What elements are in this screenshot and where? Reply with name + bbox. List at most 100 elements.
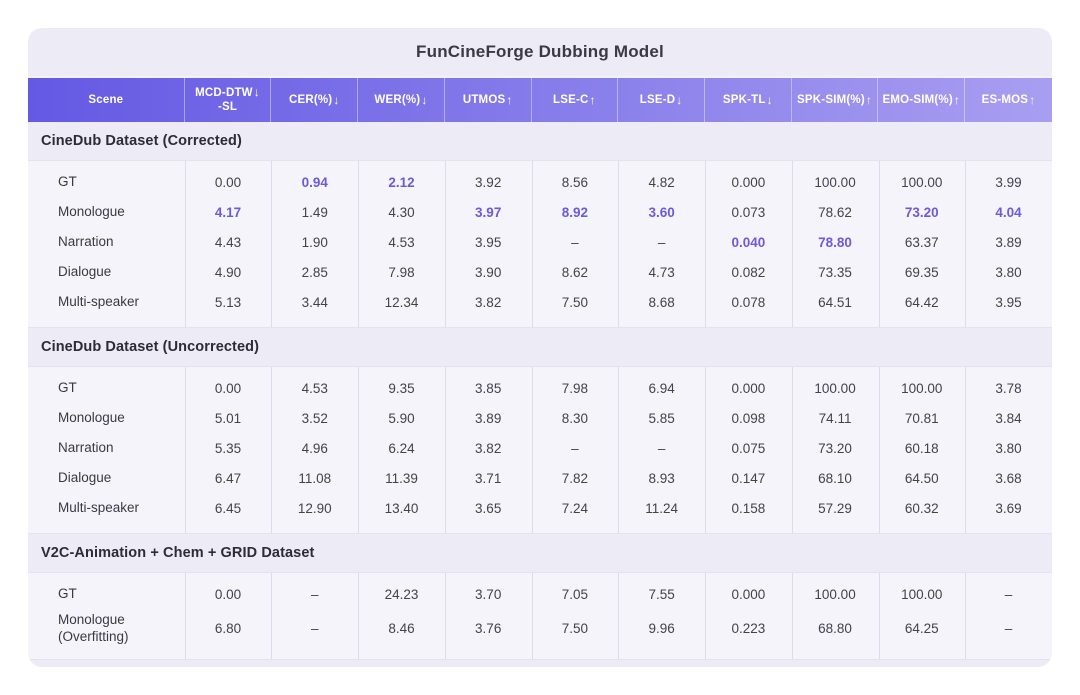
scene-label: Monologue (58, 203, 125, 219)
metric-value: 73.20 (904, 204, 939, 220)
column-divider (705, 573, 707, 659)
metric-value: 4.73 (648, 264, 675, 280)
metric-value: 100.00 (814, 380, 856, 396)
higher-better-arrow-icon: ↑ (953, 92, 961, 107)
metric-value: 70.81 (904, 410, 939, 426)
metric-value: 5.35 (214, 440, 242, 456)
metric-value: 3.85 (475, 380, 502, 396)
section-data-block: GT 0.00 4.53 9.35 3.85 7.98 6.94 0.000 100.00 100… (28, 366, 1052, 534)
metric-value: 6.80 (214, 621, 242, 637)
column-divider (531, 367, 533, 533)
metric-value: 7.55 (648, 586, 675, 602)
metric-value: 8.62 (561, 264, 589, 280)
metric-value: – (310, 621, 319, 637)
metric-value: 64.51 (818, 294, 852, 310)
table-row: Narration 5.35 4.96 6.24 3.82 – – 0.075 73.20 60.… (28, 433, 1052, 463)
metric-value: 0.000 (731, 380, 766, 396)
metric-value: 11.08 (298, 470, 332, 486)
lower-better-arrow-icon: ↓ (333, 92, 340, 107)
metric-value: 100.00 (901, 380, 943, 396)
column-divider (618, 573, 620, 659)
metric-value: 0.040 (731, 234, 766, 250)
column-header-cer: CER(%) ↓ (271, 78, 359, 122)
metric-value: 0.082 (731, 264, 766, 280)
metric-value: 3.76 (475, 621, 502, 637)
page-title: FunCineForge Dubbing Model (416, 42, 664, 61)
metric-value: 3.82 (475, 294, 502, 310)
table-row: GT 0.00 – 24.23 3.70 7.05 7.55 0.000 100.00 100.0… (28, 579, 1052, 609)
metric-value: 3.44 (301, 294, 328, 310)
column-divider (791, 573, 793, 659)
metric-value: 0.147 (731, 470, 766, 486)
metric-value: 3.95 (995, 294, 1022, 310)
table-row: Dialogue 6.47 11.08 11.39 3.71 7.82 8.93 0.147 6… (28, 463, 1052, 493)
metric-value: 0.078 (731, 294, 766, 310)
higher-better-arrow-icon: ↑ (589, 92, 596, 107)
scene-label: GT (58, 173, 77, 189)
metric-value: 2.12 (388, 174, 415, 190)
lower-better-arrow-icon: ↓ (421, 92, 428, 107)
metric-value: 3.68 (995, 470, 1022, 486)
scene-label: GT (58, 379, 77, 395)
column-divider (358, 161, 360, 327)
metric-value: 57.29 (818, 500, 852, 516)
metric-value: 6.47 (214, 470, 242, 486)
metric-value: 3.60 (648, 204, 675, 220)
column-divider (791, 161, 793, 327)
section-data-block: GT 0.00 – 24.23 3.70 7.05 7.55 0.000 100.00 100.0… (28, 572, 1052, 660)
metric-value: 100.00 (901, 586, 943, 602)
metric-value: 4.53 (301, 380, 328, 396)
column-header-label: SPK-SIM(%) ↑ (797, 92, 873, 107)
metric-value: 7.98 (561, 380, 589, 396)
metric-value: 4.53 (388, 234, 415, 250)
metric-value: 73.20 (818, 440, 852, 456)
metric-value: 0.00 (214, 586, 242, 602)
section-data-block: GT 0.00 0.94 2.12 3.92 8.56 4.82 0.000 100.00 100… (28, 160, 1052, 328)
scene-label: Monologue (58, 409, 125, 425)
metric-value: 78.80 (818, 234, 852, 250)
metric-value: 4.17 (214, 204, 242, 220)
metric-value: 0.94 (301, 174, 328, 190)
section-header: V2C-Animation + Chem + GRID Dataset (41, 545, 315, 561)
scene-label: Narration (58, 233, 114, 249)
metric-value: 5.01 (214, 410, 242, 426)
metric-value: 24.23 (384, 586, 419, 602)
metric-value: 6.45 (214, 500, 242, 516)
section-header: CineDub Dataset (Corrected) (41, 133, 242, 149)
column-divider (358, 367, 360, 533)
column-header-label: MCD-DTW ↓ (195, 85, 260, 100)
metric-value: 0.00 (214, 174, 242, 190)
metric-value: 2.85 (301, 264, 328, 280)
column-header-utmos: UTMOS ↑ (445, 78, 532, 122)
metric-value: 1.90 (301, 234, 328, 250)
metric-value: 60.18 (904, 440, 939, 456)
column-header-spk-sim: SPK-SIM(%) ↑ (792, 78, 879, 122)
metric-value: – (310, 586, 319, 602)
metric-value: – (657, 440, 666, 456)
metric-value: 4.43 (214, 234, 242, 250)
metric-value: 100.00 (901, 174, 943, 190)
column-divider (965, 367, 967, 533)
column-header-label: SPK-TL ↓ (722, 92, 773, 107)
higher-better-arrow-icon: ↑ (506, 92, 513, 107)
metric-value: 8.93 (648, 470, 675, 486)
metric-value: 0.00 (214, 380, 242, 396)
metric-value: 3.92 (475, 174, 502, 190)
metric-value: 8.68 (648, 294, 675, 310)
lower-better-arrow-icon: ↓ (676, 92, 683, 107)
column-header-label: CER(%) ↓ (288, 92, 340, 107)
column-divider (878, 573, 880, 659)
column-header-lse-d: LSE-D ↓ (618, 78, 705, 122)
results-card: FunCineForge Dubbing Model Scene MCD-DTW ↓… (28, 28, 1052, 667)
metric-value: – (1004, 586, 1013, 602)
metric-value: 13.40 (384, 500, 419, 516)
metric-value: 12.34 (384, 294, 419, 310)
column-header-label: LSE-D ↓ (639, 92, 683, 107)
column-header-es-mos: ES-MOS ↑ (965, 78, 1052, 122)
metric-value: 60.32 (904, 500, 939, 516)
table-row: Monologue 5.01 3.52 5.90 3.89 8.30 5.85 0.098 74… (28, 403, 1052, 433)
scene-label: Monologue (Overfitting) (58, 612, 129, 644)
scene-label: Multi-speaker (58, 499, 140, 515)
metric-value: 74.11 (818, 410, 852, 426)
column-header-scene: Scene (28, 78, 185, 122)
